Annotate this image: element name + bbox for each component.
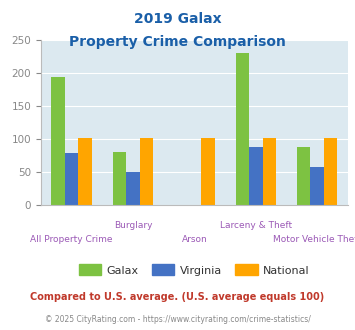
Bar xyxy=(65,153,78,205)
Bar xyxy=(297,147,310,205)
Legend: Galax, Virginia, National: Galax, Virginia, National xyxy=(75,260,314,280)
Bar xyxy=(78,138,92,205)
Bar xyxy=(126,172,140,205)
Text: Property Crime Comparison: Property Crime Comparison xyxy=(69,35,286,49)
Bar xyxy=(235,53,249,205)
Text: Larceny & Theft: Larceny & Theft xyxy=(220,221,292,230)
Bar xyxy=(140,138,153,205)
Bar xyxy=(263,138,276,205)
Bar xyxy=(310,167,324,205)
Text: Burglary: Burglary xyxy=(114,221,152,230)
Text: 2019 Galax: 2019 Galax xyxy=(134,12,221,25)
Bar xyxy=(249,147,263,205)
Text: Motor Vehicle Theft: Motor Vehicle Theft xyxy=(273,235,355,244)
Text: © 2025 CityRating.com - https://www.cityrating.com/crime-statistics/: © 2025 CityRating.com - https://www.city… xyxy=(45,315,310,324)
Bar xyxy=(51,77,65,205)
Text: Arson: Arson xyxy=(181,235,207,244)
Bar xyxy=(113,152,126,205)
Text: Compared to U.S. average. (U.S. average equals 100): Compared to U.S. average. (U.S. average … xyxy=(31,292,324,302)
Bar xyxy=(324,138,338,205)
Bar xyxy=(201,138,215,205)
Text: All Property Crime: All Property Crime xyxy=(30,235,113,244)
